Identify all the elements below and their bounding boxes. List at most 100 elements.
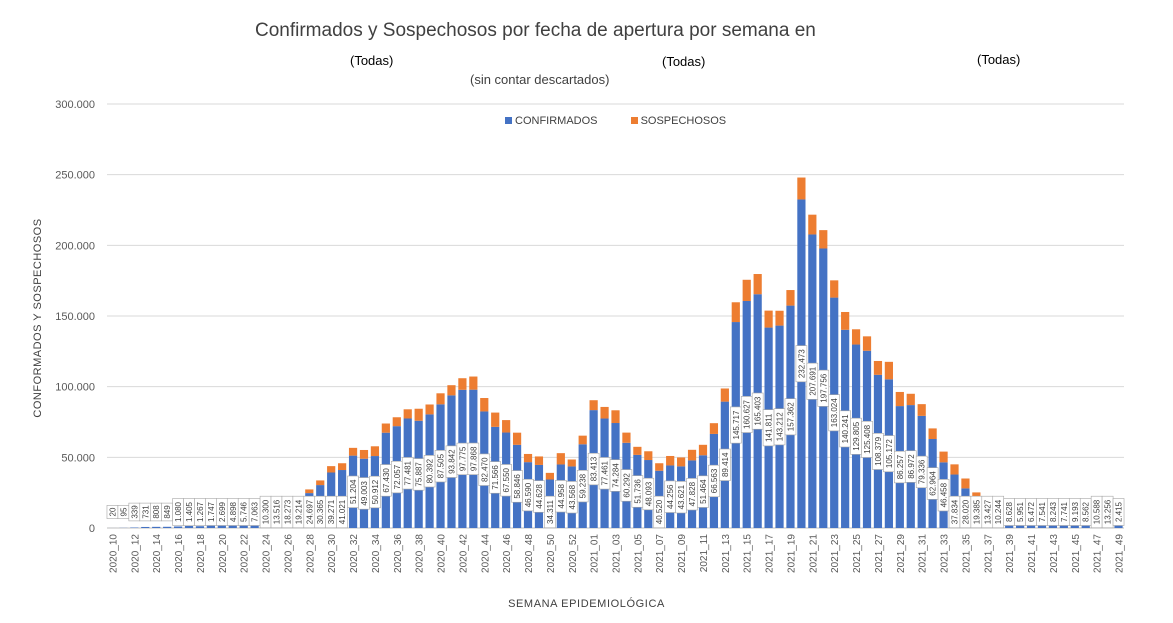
data-label-group: 143.212 xyxy=(773,408,786,446)
data-label-group: 105.172 xyxy=(883,435,895,473)
data-label: 10.244 xyxy=(994,499,1003,524)
filter-value-1[interactable]: (Todas) xyxy=(350,53,394,68)
data-label: 60.292 xyxy=(622,473,631,498)
bar-sospechosos xyxy=(316,480,325,486)
data-label: 75.887 xyxy=(415,462,424,487)
x-tick-group: 2021_01 xyxy=(590,534,601,573)
x-tick-label: 2021_23 xyxy=(830,534,841,573)
data-label-group: 141.811 xyxy=(762,409,775,447)
data-label-group: 8.243 xyxy=(1047,498,1059,526)
data-label-group: 75.887 xyxy=(412,458,425,491)
data-label: 731 xyxy=(141,505,150,519)
data-label: 51.736 xyxy=(633,479,642,504)
data-label: 44.256 xyxy=(666,484,675,509)
data-label-box xyxy=(937,479,950,512)
bar-sospechosos xyxy=(917,404,926,416)
bar-sospechosos xyxy=(338,463,347,471)
bar-sospechosos xyxy=(491,412,500,427)
data-label-group: 49.003 xyxy=(358,477,370,510)
data-label: 19.214 xyxy=(294,499,303,524)
bar-sospechosos xyxy=(414,408,423,421)
data-label: 197.756 xyxy=(819,373,828,402)
data-label-group: 41.021 xyxy=(336,495,348,529)
x-tick-group: 2021_49 xyxy=(1115,534,1126,573)
data-label-group: 43.568 xyxy=(565,481,578,514)
data-label: 165.403 xyxy=(754,396,763,425)
x-tick-label: 2021_47 xyxy=(1093,534,1104,573)
data-label: 7.541 xyxy=(1038,501,1047,522)
data-label-group: 4.898 xyxy=(226,498,239,526)
data-label-group: 67.430 xyxy=(380,464,392,497)
legend-label-confirmados: CONFIRMADOS xyxy=(515,115,598,127)
data-label-box xyxy=(576,470,589,503)
data-label: 93.842 xyxy=(447,449,456,474)
data-label: 67.430 xyxy=(382,468,391,493)
bar-sospechosos xyxy=(939,451,948,463)
y-tick-label: 100.000 xyxy=(55,382,95,394)
data-label: 58.846 xyxy=(513,474,522,499)
x-tick-group: 2020_18 xyxy=(196,534,207,573)
data-label-group: 19.385 xyxy=(970,495,983,529)
data-label: 129.805 xyxy=(852,421,861,450)
data-label-group: 50.912 xyxy=(369,475,381,509)
x-tick-label: 2021_25 xyxy=(852,534,863,573)
x-tick-group: 2020_46 xyxy=(502,534,513,573)
x-tick-label: 2021_29 xyxy=(896,534,907,573)
data-label: 157.362 xyxy=(786,402,795,431)
data-label-group: 7.741 xyxy=(1058,498,1070,526)
data-label-box xyxy=(719,448,731,481)
bar-sospechosos xyxy=(851,329,861,345)
bar-sospechosos xyxy=(666,455,675,466)
bar-sospechosos xyxy=(578,435,587,445)
data-label: 140.241 xyxy=(841,414,850,443)
filter-value-3[interactable]: (Todas) xyxy=(977,52,1021,67)
bar-sospechosos xyxy=(862,336,872,351)
data-label: 13.256 xyxy=(1104,499,1113,524)
data-label: 8.243 xyxy=(1049,501,1058,522)
x-tick-label: 2020_30 xyxy=(327,534,338,573)
x-tick-group: 2021_33 xyxy=(940,534,951,573)
data-label-group: 97.775 xyxy=(456,442,469,476)
data-label-group: 58.846 xyxy=(511,470,523,503)
bar-sospechosos xyxy=(731,302,740,323)
x-tick-group: 2020_36 xyxy=(393,534,404,573)
data-label-group: 48.093 xyxy=(642,477,655,511)
data-label-group: 6.472 xyxy=(1025,498,1037,526)
data-label: 51.204 xyxy=(349,479,358,504)
data-label-group: 51.464 xyxy=(697,475,709,508)
x-tick-group: 2021_27 xyxy=(874,534,885,573)
x-tick-label: 2020_16 xyxy=(174,534,185,573)
data-label-group: 1.747 xyxy=(205,498,217,526)
data-label: 10.588 xyxy=(1093,499,1102,524)
x-tick-label: 2020_12 xyxy=(130,534,141,573)
data-label-group: 97.868 xyxy=(467,442,480,475)
data-label-group: 44.256 xyxy=(664,480,676,513)
data-label: 95 xyxy=(119,507,128,516)
bar-sospechosos xyxy=(611,410,620,424)
data-label: 20 xyxy=(108,507,117,516)
bar-sospechosos xyxy=(895,391,904,407)
x-tick-label: 2021_17 xyxy=(765,534,776,573)
data-label-group: 20 xyxy=(106,505,119,519)
data-label-group: 140.241 xyxy=(839,410,851,448)
bar-sospechosos xyxy=(370,446,380,457)
chart-legend: CONFIRMADOS SOSPECHOSOS xyxy=(505,115,756,127)
x-tick-label: 2020_48 xyxy=(524,534,535,573)
x-tick-label: 2020_44 xyxy=(480,534,491,573)
data-label-group: 10.244 xyxy=(992,495,1005,529)
bar-sospechosos xyxy=(753,274,762,295)
data-label-group: 808 xyxy=(150,502,163,522)
x-tick-label: 2021_33 xyxy=(940,534,951,573)
x-tick-label: 2020_28 xyxy=(305,534,316,573)
y-tick-label: 300.000 xyxy=(55,99,95,111)
filter-value-2[interactable]: (Todas) xyxy=(662,54,706,69)
data-label: 207.691 xyxy=(808,366,817,395)
x-tick-label: 2021_35 xyxy=(961,534,972,573)
data-label-group: 72.057 xyxy=(390,460,403,494)
x-tick-group: 2021_39 xyxy=(1005,534,1016,573)
data-label: 5.746 xyxy=(240,501,249,522)
x-tick-label: 2021_09 xyxy=(677,534,688,573)
bar-sospechosos xyxy=(359,449,369,459)
x-tick-label: 2020_26 xyxy=(283,534,294,573)
bar-sospechosos xyxy=(480,398,489,412)
